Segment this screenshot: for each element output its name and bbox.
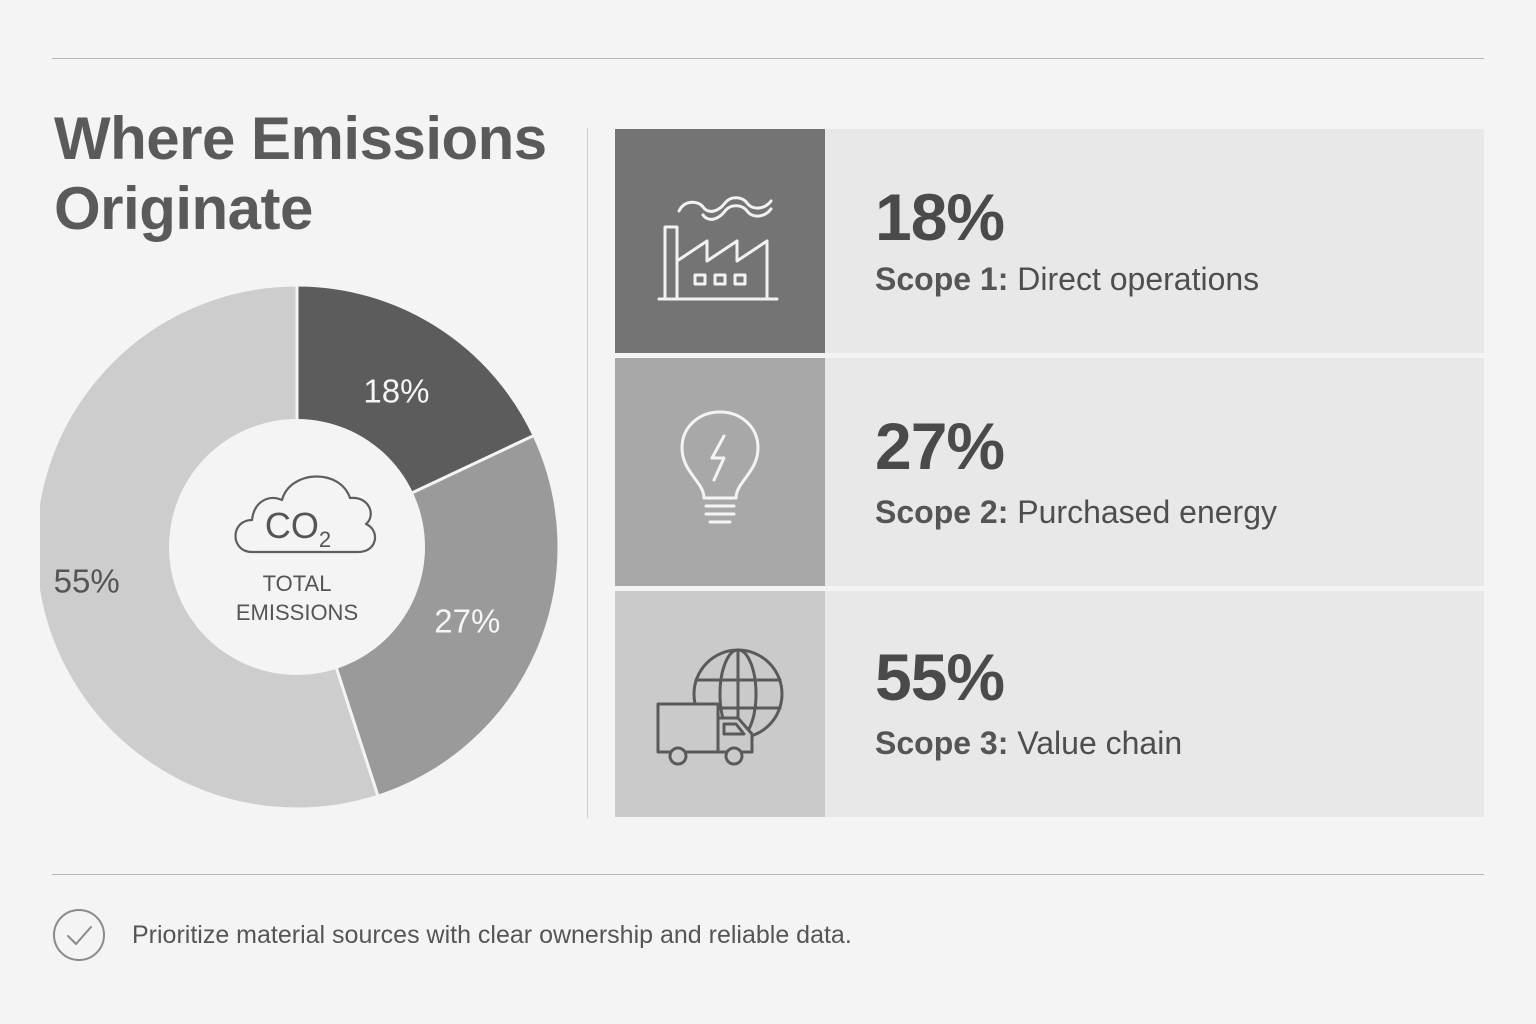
scope-3-name: Scope 3:: [875, 725, 1009, 761]
scope-2-icon-box: [615, 358, 825, 586]
scope-2-desc: Purchased energy: [1017, 494, 1277, 530]
co2-cloud-icon: [234, 475, 376, 554]
center-label-total: TOTAL: [263, 571, 332, 596]
scope-1-desc: Direct operations: [1017, 261, 1260, 297]
scope-2-label: Scope 2: Purchased energy: [875, 494, 1277, 531]
scope-1-icon-box: [615, 129, 825, 353]
top-divider: [52, 58, 1484, 59]
scope-3-desc: Value chain: [1017, 725, 1183, 761]
co2-text: CO2: [265, 505, 331, 552]
factory-icon: [657, 196, 779, 301]
scope-2-percent: 27%: [875, 409, 1005, 483]
scope-card-1: 18% Scope 1: Direct operations: [615, 129, 1484, 353]
scope-1-percent: 18%: [875, 180, 1005, 254]
donut-hole: [169, 419, 425, 675]
scope-3-percent: 55%: [875, 640, 1005, 714]
donut-label-3: 55%: [54, 562, 120, 599]
page-title: Where Emissions Originate: [54, 105, 547, 242]
vertical-divider: [587, 128, 588, 818]
scope-3-icon-box: [615, 591, 825, 817]
bottom-divider: [52, 874, 1484, 875]
donut-chart: CO2 TOTAL EMISSIONS 18% 27% 55%: [40, 283, 560, 811]
footer-note: Prioritize material sources with clear o…: [52, 906, 852, 964]
footer-text: Prioritize material sources with clear o…: [132, 920, 852, 949]
scope-3-label: Scope 3: Value chain: [875, 725, 1182, 762]
lightbulb-icon: [680, 410, 760, 524]
donut-label-2: 27%: [434, 603, 500, 640]
scope-card-2: 27% Scope 2: Purchased energy: [615, 358, 1484, 586]
center-label-emissions: EMISSIONS: [236, 600, 358, 625]
scope-cards: 18% Scope 1: Direct operations 27% Scope…: [615, 129, 1484, 817]
scope-1-label: Scope 1: Direct operations: [875, 261, 1259, 298]
globe-truck-icon: [656, 648, 784, 766]
scope-1-name: Scope 1:: [875, 261, 1009, 297]
scope-2-name: Scope 2:: [875, 494, 1009, 530]
check-circle-icon: [53, 909, 105, 961]
donut-label-1: 18%: [363, 372, 429, 409]
scope-card-3: 55% Scope 3: Value chain: [615, 591, 1484, 817]
